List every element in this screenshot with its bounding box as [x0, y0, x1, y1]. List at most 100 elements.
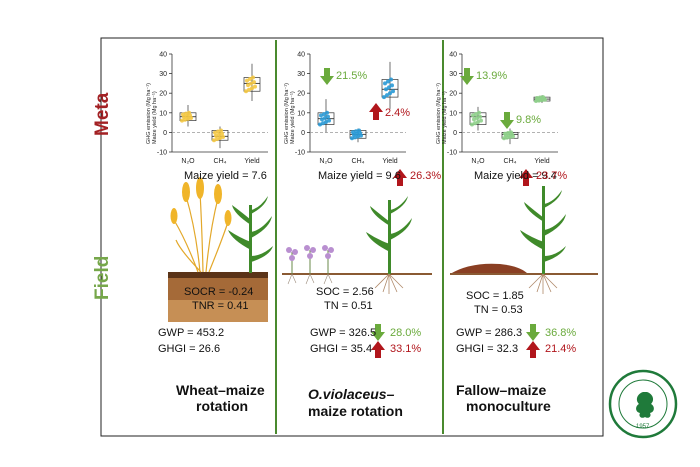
- data-point: [388, 91, 392, 96]
- gwp-p3: GWP = 286.3: [456, 327, 523, 339]
- maize-roots-2: [374, 273, 404, 294]
- yield-change-p3: 23.7%: [536, 170, 568, 182]
- data-point: [326, 114, 330, 119]
- data-point: [353, 135, 357, 140]
- category-label: Yield: [244, 158, 259, 165]
- institute-logo: [608, 369, 678, 439]
- ghgi-change-p3: 21.4%: [545, 343, 577, 355]
- n2o-change-p3: 13.9%: [476, 70, 508, 82]
- panel-title-2-line2: maize rotation: [308, 403, 403, 419]
- data-point: [390, 83, 394, 88]
- maize-yield-p1: Maize yield = 7.6: [184, 170, 267, 182]
- up-arrow-ghgi-p3: [526, 341, 540, 358]
- down-arrow-yield-p3: [500, 112, 514, 129]
- data-point: [479, 118, 483, 123]
- panel-title-1-line2: rotation: [196, 398, 249, 414]
- panel-title-3-line2: monoculture: [466, 398, 551, 414]
- data-point: [221, 134, 225, 139]
- y-tick-label: 30: [159, 71, 167, 78]
- y-tick-label: 10: [449, 110, 457, 117]
- soil-label-2-p1: TNR = 0.41: [192, 300, 249, 312]
- y-tick-label: 40: [449, 52, 457, 59]
- data-point: [214, 133, 218, 138]
- data-point: [219, 128, 223, 133]
- soil-label-1-p1: SOCR = -0.24: [184, 286, 254, 298]
- data-point: [389, 77, 393, 82]
- data-point: [244, 89, 248, 94]
- ghgi-change-p2: 33.1%: [390, 343, 422, 355]
- soil-label-1-p3: SOC = 1.85: [466, 290, 524, 302]
- data-point: [216, 129, 220, 134]
- figure-frame: [100, 37, 604, 437]
- category-label: Yield: [382, 158, 397, 165]
- data-point: [385, 93, 389, 98]
- data-point: [327, 118, 331, 123]
- data-point: [383, 81, 387, 86]
- panel-title-1-line1: Wheat–maize: [176, 382, 265, 398]
- data-point: [384, 87, 388, 92]
- logo-year: 1957: [636, 424, 650, 430]
- category-label: CH₄: [352, 158, 365, 165]
- maize-yield-p2: Maize yield = 9.6: [318, 170, 401, 182]
- y-tick-label: 10: [297, 110, 305, 117]
- section-label-field: Field: [92, 255, 113, 300]
- wheat-maize-scene: [168, 177, 273, 322]
- y-tick-label: -10: [157, 150, 167, 157]
- data-point: [250, 86, 254, 91]
- y-tick-label: -10: [447, 150, 457, 157]
- data-point: [248, 77, 252, 82]
- y-tick-label: 20: [159, 91, 167, 98]
- meta-boxplot-1: 40 30 20 10 0 -10 N₂O CH₄ Yield GHG emission (Mg …: [146, 52, 268, 165]
- data-point: [217, 132, 221, 137]
- data-point: [325, 110, 329, 115]
- category-label: N₂O: [181, 158, 195, 165]
- data-point: [213, 130, 217, 135]
- y-axis-label-2: Maize yield (Mg ha⁻¹): [442, 91, 448, 144]
- data-point: [212, 138, 216, 143]
- data-point: [356, 134, 360, 139]
- ghgi-p2: GHGI = 35.4: [310, 343, 373, 355]
- fallow-maize-scene: [450, 186, 598, 294]
- wheat-plant: [173, 191, 229, 273]
- soil-label-2-p3: TN = 0.53: [474, 304, 523, 316]
- data-point: [543, 97, 547, 102]
- meta-boxplot-2: 40 30 20 10 0 -10 N₂O CH₄ Yield GHG emission (Mg …: [284, 52, 406, 165]
- y-tick-label: -10: [295, 150, 305, 157]
- gwp-change-p3: 36.8%: [545, 327, 577, 339]
- y-tick-label: 0: [163, 130, 167, 137]
- maize-plant-2: [366, 196, 412, 274]
- y-tick-label: 0: [453, 130, 457, 137]
- n2o-change-p2: 21.5%: [336, 70, 368, 82]
- up-arrow-ch4-p2: [369, 103, 383, 120]
- y-tick-label: 30: [297, 71, 305, 78]
- category-label: N₂O: [319, 158, 333, 165]
- y-tick-label: 20: [297, 91, 305, 98]
- data-point: [474, 112, 478, 117]
- category-label: CH₄: [214, 158, 227, 165]
- up-arrow-yield-p2: [393, 169, 407, 186]
- gwp-change-p2: 28.0%: [390, 327, 422, 339]
- meta-boxplot-3: 40 30 20 10 0 -10 N₂O CH₄ Yield GHG emission (Mg …: [436, 52, 558, 165]
- y-axis-label: GHG emission (Mg ha⁻¹): [146, 83, 152, 144]
- category-label: N₂O: [471, 158, 485, 165]
- panel-title-3-line1: Fallow–maize: [456, 382, 547, 398]
- section-label-meta: Meta: [92, 92, 113, 136]
- maize-yield-p3: Maize yield = 9.4: [474, 170, 557, 182]
- data-point: [473, 121, 477, 126]
- down-arrow-n2o-p3: [460, 68, 474, 85]
- down-arrow-gwp-p2: [371, 324, 385, 341]
- data-point: [323, 116, 327, 121]
- y-tick-label: 10: [159, 110, 167, 117]
- data-point: [382, 95, 386, 100]
- y-axis-label: GHG emission (Mg ha⁻¹): [436, 83, 442, 144]
- data-point: [186, 116, 190, 121]
- up-arrow-ghgi-p2: [371, 341, 385, 358]
- data-point: [321, 121, 325, 126]
- down-arrow-n2o-p2: [320, 68, 334, 85]
- data-point: [246, 83, 250, 88]
- data-point: [476, 119, 480, 124]
- y-tick-label: 0: [301, 130, 305, 137]
- data-point: [319, 113, 323, 118]
- down-arrow-gwp-p3: [526, 324, 540, 341]
